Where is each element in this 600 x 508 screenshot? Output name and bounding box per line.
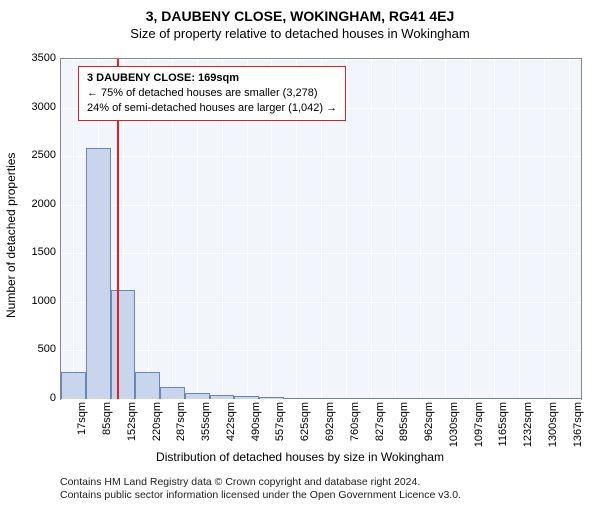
xtick-label: 17sqm — [76, 402, 88, 450]
xtick-label: 220sqm — [151, 402, 163, 450]
histogram-bar — [234, 396, 259, 399]
xtick-label: 1097sqm — [473, 402, 485, 450]
xtick-label: 1232sqm — [522, 402, 534, 450]
gridline-v — [445, 59, 446, 399]
histogram-bar — [61, 372, 86, 399]
annotation-line: 24% of semi-detached houses are larger (… — [87, 101, 337, 116]
histogram-bar — [482, 398, 507, 399]
histogram-bar — [531, 398, 556, 399]
histogram-bar — [507, 398, 532, 399]
ytick-label: 1000 — [32, 295, 56, 307]
histogram-bar — [358, 398, 383, 399]
xtick-label: 827sqm — [374, 402, 386, 450]
histogram-bar — [185, 393, 210, 399]
xtick-label: 1030sqm — [448, 402, 460, 450]
gridline-v — [569, 59, 570, 399]
xtick-label: 490sqm — [250, 402, 262, 450]
gridline-h — [61, 399, 581, 400]
histogram-bar — [160, 387, 185, 399]
ytick-label: 3500 — [32, 52, 56, 64]
annotation-box: 3 DAUBENY CLOSE: 169sqm← 75% of detached… — [78, 66, 346, 121]
xtick-label: 625sqm — [299, 402, 311, 450]
footer-line2: Contains public sector information licen… — [60, 489, 461, 502]
ytick-label: 0 — [50, 392, 56, 404]
histogram-bar — [333, 398, 358, 399]
histogram-bar — [408, 398, 433, 399]
histogram-bar — [309, 398, 334, 399]
footer-line1: Contains HM Land Registry data © Crown c… — [60, 476, 461, 489]
xtick-label: 1165sqm — [497, 402, 509, 450]
histogram-bar — [259, 397, 284, 399]
histogram-bar — [556, 398, 581, 399]
xtick-label: 1300sqm — [547, 402, 559, 450]
ytick-label: 2000 — [32, 198, 56, 210]
ytick-label: 1500 — [32, 246, 56, 258]
xtick-label: 355sqm — [200, 402, 212, 450]
histogram-bar — [457, 398, 482, 399]
gridline-v — [371, 59, 372, 399]
gridline-v — [494, 59, 495, 399]
ytick-label: 500 — [38, 343, 56, 355]
gridline-v — [420, 59, 421, 399]
histogram-bar — [135, 372, 160, 399]
ytick-label: 2500 — [32, 149, 56, 161]
xtick-label: 895sqm — [398, 402, 410, 450]
title-line1: 3, DAUBENY CLOSE, WOKINGHAM, RG41 4EJ — [0, 8, 600, 24]
x-axis-label: Distribution of detached houses by size … — [0, 450, 600, 464]
histogram-bar — [111, 290, 136, 399]
footer: Contains HM Land Registry data © Crown c… — [60, 476, 461, 502]
histogram-bar — [210, 395, 235, 399]
y-axis-label: Number of detached properties — [4, 153, 18, 318]
gridline-v — [470, 59, 471, 399]
xtick-label: 152sqm — [126, 402, 138, 450]
xtick-label: 692sqm — [324, 402, 336, 450]
gridline-v — [73, 59, 74, 399]
xtick-label: 287sqm — [175, 402, 187, 450]
xtick-label: 760sqm — [349, 402, 361, 450]
xtick-label: 1367sqm — [572, 402, 584, 450]
xtick-label: 962sqm — [423, 402, 435, 450]
histogram-bar — [383, 398, 408, 399]
xtick-label: 85sqm — [101, 402, 113, 450]
gridline-v — [544, 59, 545, 399]
title-line2: Size of property relative to detached ho… — [0, 26, 600, 41]
annotation-line: 3 DAUBENY CLOSE: 169sqm — [87, 71, 337, 86]
ytick-label: 3000 — [32, 101, 56, 113]
xtick-label: 422sqm — [225, 402, 237, 450]
gridline-v — [395, 59, 396, 399]
annotation-line: ← 75% of detached houses are smaller (3,… — [87, 86, 337, 101]
histogram-bar — [284, 398, 309, 399]
histogram-bar — [86, 148, 111, 399]
histogram-bar — [432, 398, 457, 399]
xtick-label: 557sqm — [274, 402, 286, 450]
gridline-v — [519, 59, 520, 399]
